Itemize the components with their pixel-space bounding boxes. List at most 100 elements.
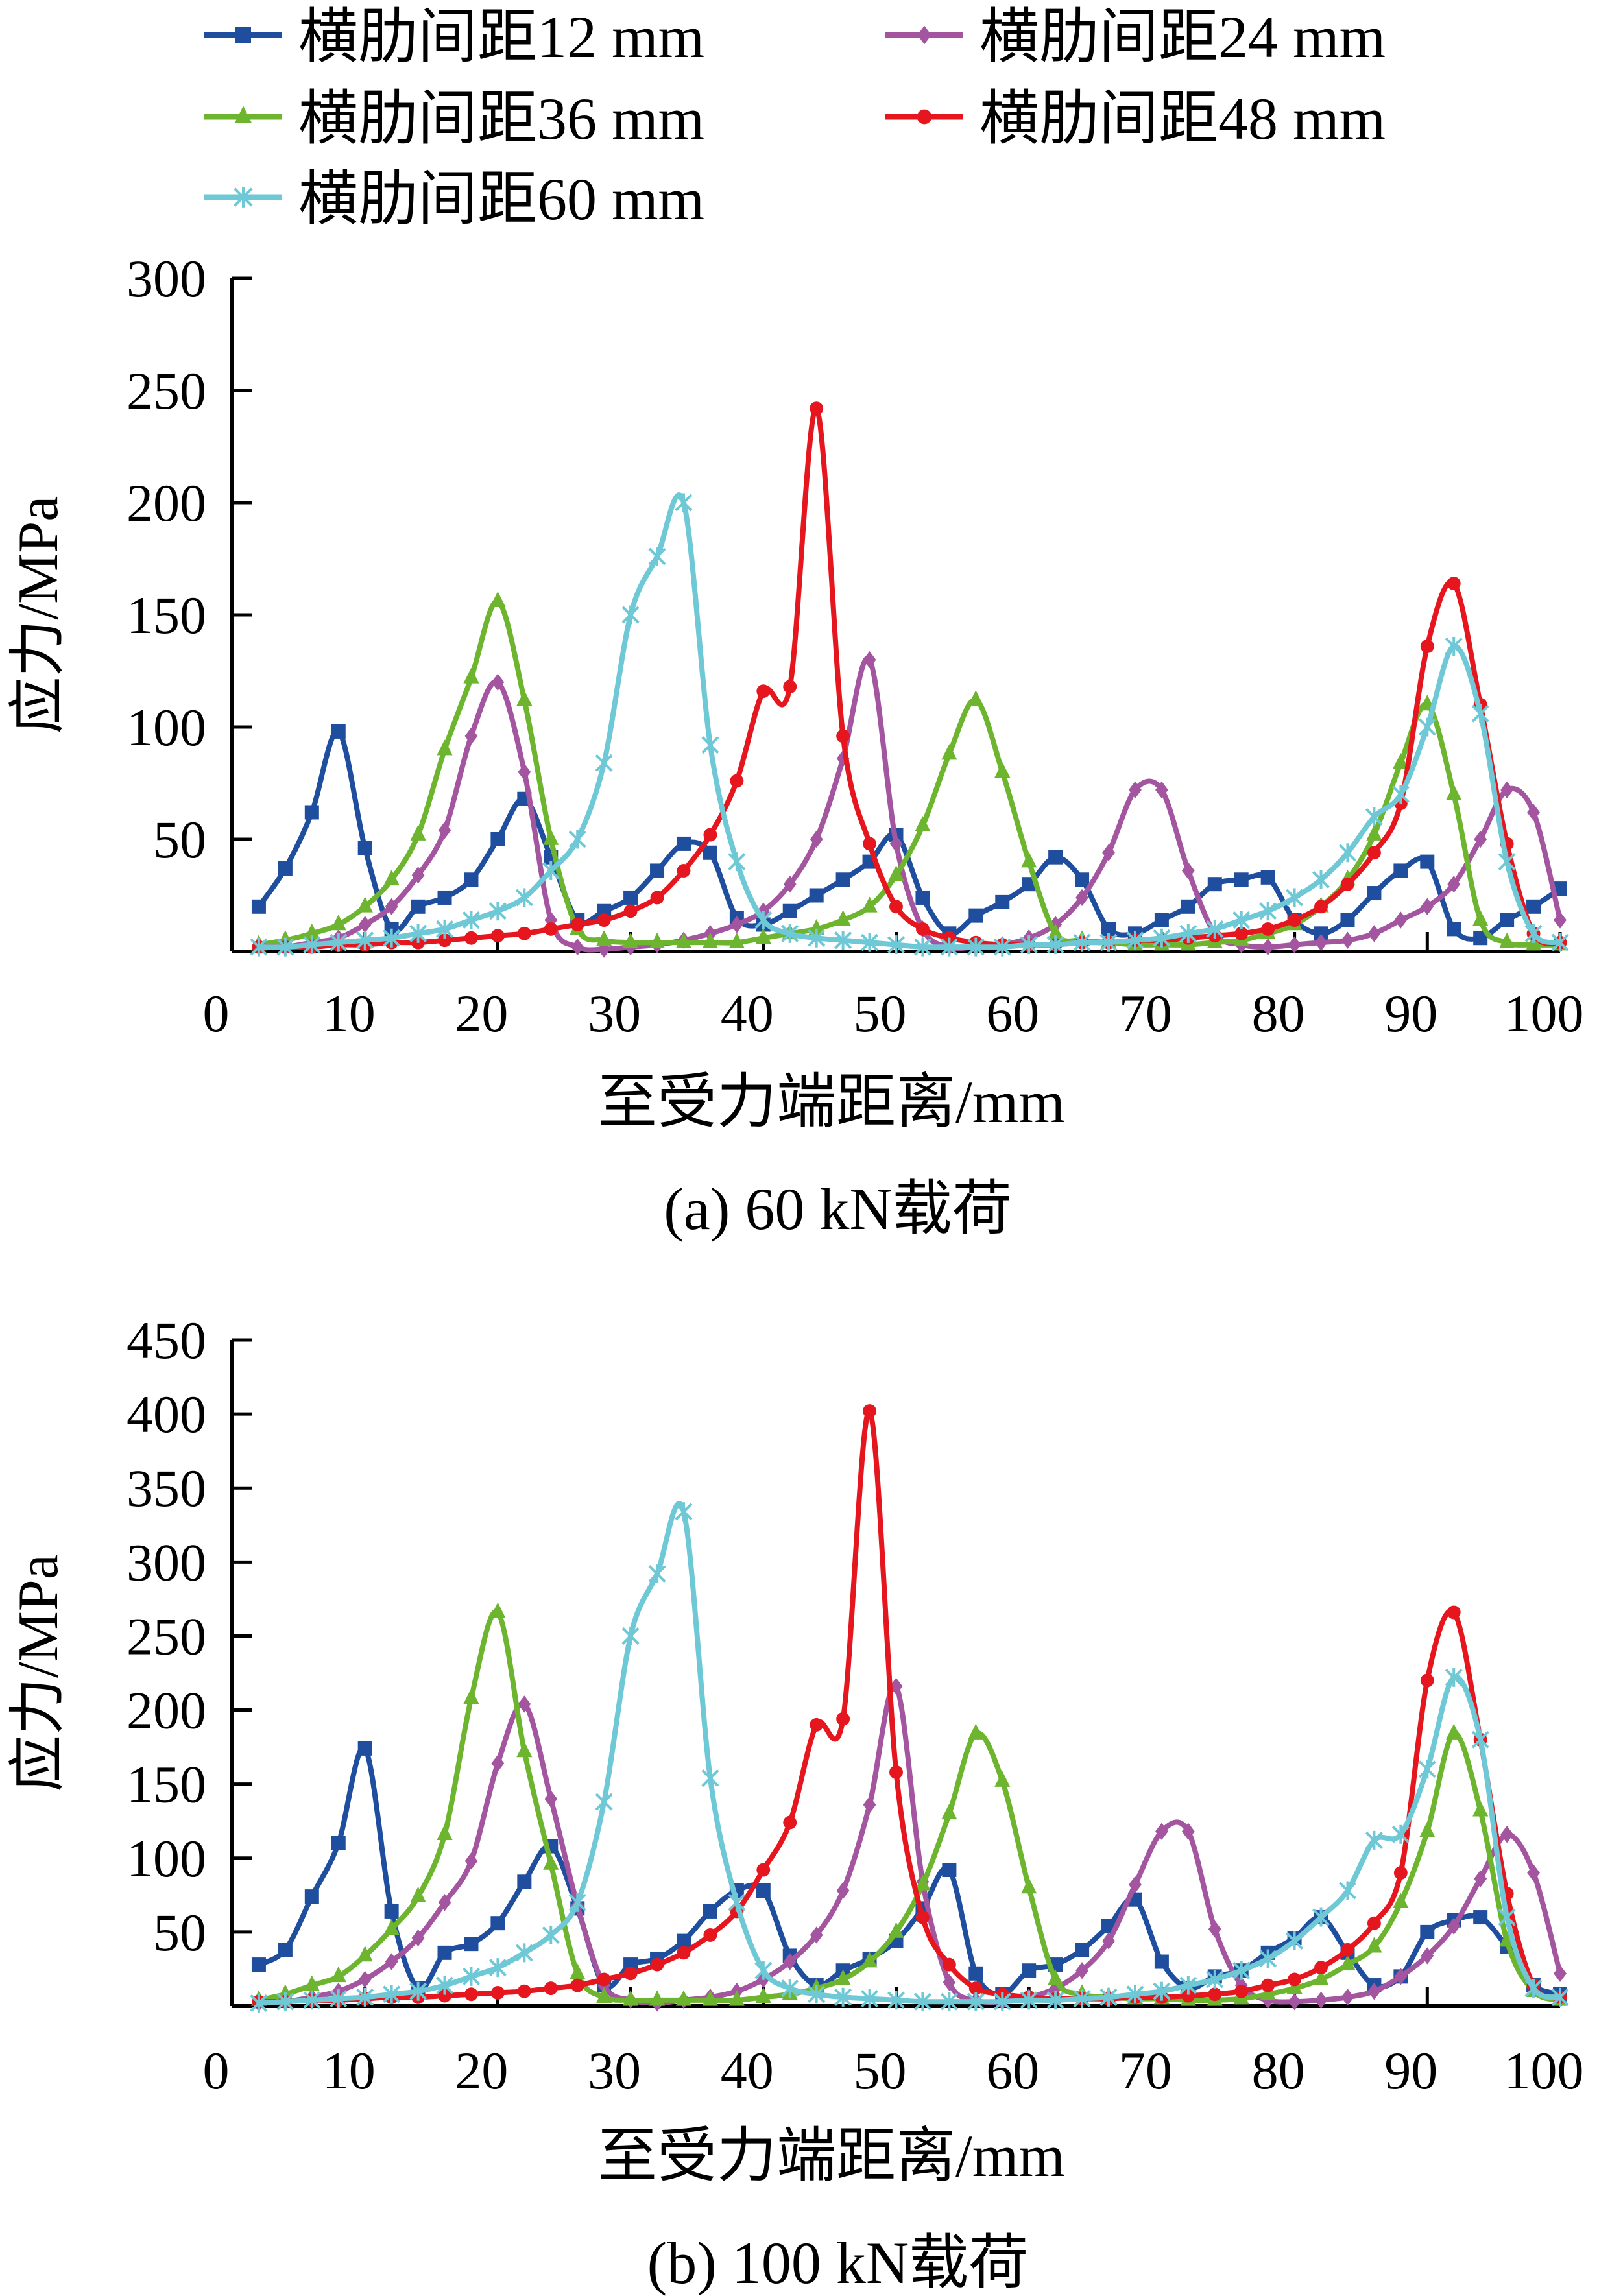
data-point xyxy=(385,1953,398,1970)
data-point xyxy=(728,852,746,872)
data-point xyxy=(863,837,877,851)
data-point xyxy=(437,739,453,756)
data-point xyxy=(1421,898,1434,915)
legend-label: 横肋间距48 mm xyxy=(979,86,1386,152)
data-point xyxy=(278,861,293,876)
data-point xyxy=(756,1863,771,1877)
data-point xyxy=(808,1985,826,2004)
x-tick-label: 40 xyxy=(721,984,774,1043)
data-point xyxy=(410,824,426,841)
data-point xyxy=(595,753,613,772)
series-3 xyxy=(250,1602,1568,2006)
data-point xyxy=(411,899,426,914)
data-point xyxy=(915,1910,930,1924)
data-point xyxy=(1179,1976,1197,1995)
series-line xyxy=(258,1608,1561,2003)
data-point xyxy=(542,1925,560,1944)
data-point xyxy=(1473,931,1488,946)
data-point xyxy=(1048,1969,1064,1985)
data-point xyxy=(1314,1961,1328,1975)
data-point xyxy=(1393,863,1408,878)
data-point xyxy=(1554,911,1567,929)
data-point xyxy=(1551,1987,1569,2007)
data-point xyxy=(544,922,558,936)
series-4 xyxy=(252,1404,1567,2009)
series-line xyxy=(258,1682,1563,2006)
data-point xyxy=(1102,844,1115,861)
data-point xyxy=(1367,1916,1381,1930)
asterisk-marker-icon xyxy=(234,187,253,208)
data-point xyxy=(1314,933,1328,951)
data-point xyxy=(677,1946,691,1960)
data-point xyxy=(942,1863,957,1878)
data-point xyxy=(701,1769,719,1788)
y-tick-label: 400 xyxy=(126,1385,206,1444)
data-point xyxy=(941,744,957,760)
series-line xyxy=(258,599,1561,948)
y-tick-label: 100 xyxy=(126,1829,206,1888)
data-point xyxy=(1181,899,1195,914)
data-point xyxy=(1340,1954,1356,1970)
data-point xyxy=(464,1852,478,1870)
data-point xyxy=(1129,1876,1142,1894)
data-point xyxy=(1391,1824,1410,1844)
data-point xyxy=(1313,1969,1329,1985)
data-point xyxy=(1234,872,1249,887)
data-point xyxy=(1232,911,1251,930)
data-point xyxy=(649,932,666,948)
data-point xyxy=(464,1987,478,2002)
data-point xyxy=(836,1712,850,1726)
data-point xyxy=(1418,1760,1436,1779)
data-point xyxy=(650,891,664,905)
data-point xyxy=(1126,1985,1144,2004)
legend-label: 横肋间距36 mm xyxy=(298,86,704,152)
data-point xyxy=(517,1874,532,1889)
x-tick-label: 60 xyxy=(986,2041,1039,2100)
series-2 xyxy=(252,1677,1567,2012)
data-point xyxy=(1099,1987,1118,2007)
data-point xyxy=(1472,910,1489,926)
data-point xyxy=(1524,1979,1543,1998)
data-point xyxy=(1340,913,1355,927)
data-point xyxy=(755,927,771,944)
data-point xyxy=(1155,1823,1168,1840)
data-point xyxy=(1286,1931,1304,1951)
data-point xyxy=(1366,1937,1382,1953)
data-point xyxy=(1394,911,1408,929)
data-point xyxy=(1153,1981,1171,2001)
data-point xyxy=(1420,854,1435,869)
x-tick-label: 40 xyxy=(721,2041,774,2100)
chart-a: 50 100 150 200 250 300 0 10 20 30 40 50 60 70 80 90 100 应… xyxy=(7,249,1584,1242)
circle-marker-icon xyxy=(917,109,932,125)
data-point xyxy=(1393,1892,1409,1909)
data-point xyxy=(595,1792,613,1812)
data-point xyxy=(994,761,1011,778)
x-tick-label: 50 xyxy=(854,984,907,1043)
x-tick-label: 100 xyxy=(1504,2041,1584,2100)
data-point xyxy=(464,727,478,745)
data-point xyxy=(437,1824,453,1841)
data-point xyxy=(1126,931,1144,950)
data-point xyxy=(436,919,454,939)
data-point xyxy=(278,1943,293,1957)
data-point xyxy=(943,1974,956,1991)
data-point xyxy=(1179,924,1197,943)
data-point xyxy=(1049,1979,1063,1997)
data-point xyxy=(490,929,505,943)
data-point xyxy=(331,1836,346,1850)
data-point xyxy=(1367,886,1382,901)
data-point xyxy=(304,805,319,820)
data-point xyxy=(1472,1800,1489,1817)
data-point xyxy=(1500,781,1514,799)
data-point xyxy=(463,667,479,684)
data-point xyxy=(1393,752,1409,769)
triangle-marker-icon xyxy=(234,106,252,123)
data-point xyxy=(703,828,717,842)
data-point xyxy=(276,1992,294,2011)
data-point xyxy=(915,815,931,832)
data-point xyxy=(596,930,612,946)
y-tick-label: 100 xyxy=(126,698,206,757)
data-point xyxy=(836,729,850,743)
data-point xyxy=(516,690,533,706)
data-point xyxy=(1527,804,1540,821)
